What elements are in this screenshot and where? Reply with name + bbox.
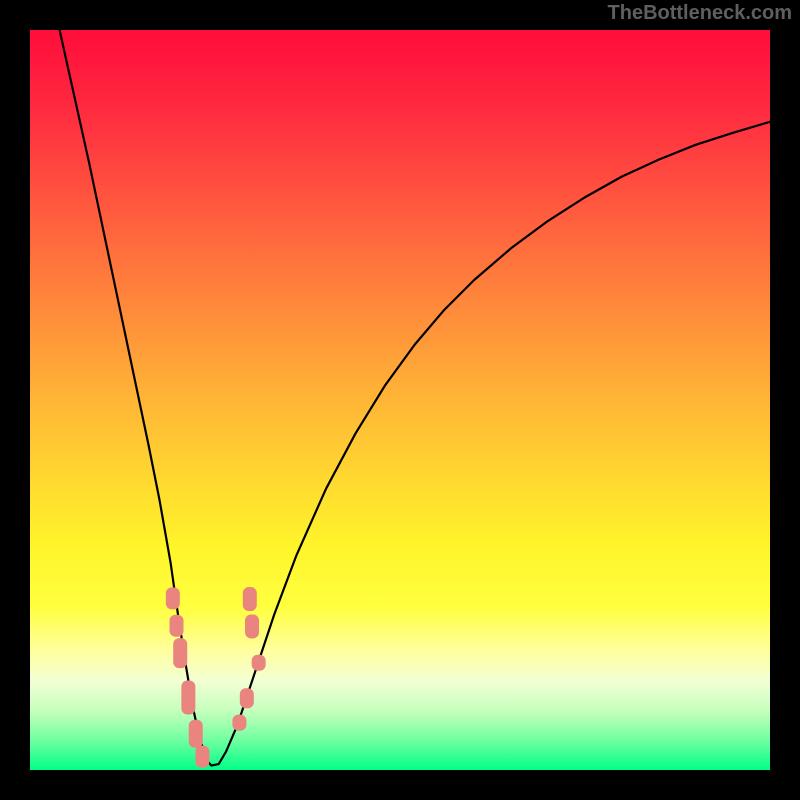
- data-marker: [166, 587, 180, 609]
- bottleneck-chart-svg: [0, 0, 800, 800]
- data-marker: [173, 638, 187, 668]
- data-marker: [240, 688, 254, 708]
- chart-root: TheBottleneck.com: [0, 0, 800, 800]
- chart-background-gradient: [30, 30, 770, 770]
- data-marker: [243, 587, 257, 611]
- data-marker: [245, 614, 259, 638]
- data-marker: [170, 615, 184, 637]
- data-marker: [189, 720, 203, 748]
- data-marker: [195, 746, 209, 768]
- data-marker: [232, 715, 246, 731]
- attribution-text: TheBottleneck.com: [608, 2, 792, 25]
- data-marker: [252, 655, 266, 671]
- data-marker: [181, 680, 195, 714]
